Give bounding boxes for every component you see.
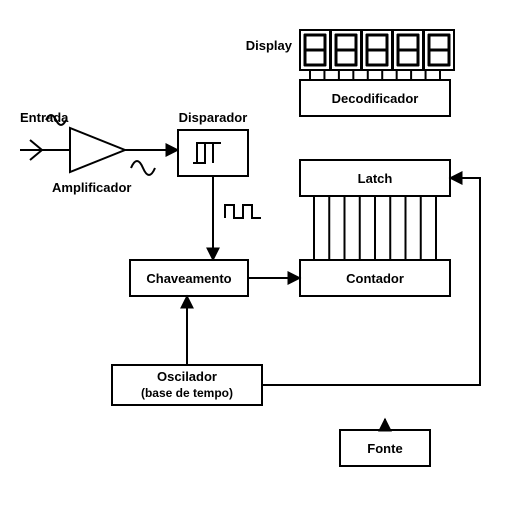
amp-out-wave xyxy=(131,161,155,175)
block-diagram: Display Decodificador Entrada Amplificador D… xyxy=(0,0,520,505)
switching-label: Chaveamento xyxy=(146,271,231,286)
latch-label: Latch xyxy=(358,171,393,186)
input-label: Entrada xyxy=(20,110,69,125)
trigger-label: Disparador xyxy=(179,110,248,125)
decoder-label: Decodificador xyxy=(332,91,419,106)
display-label: Display xyxy=(246,38,293,53)
counter-label: Contador xyxy=(346,271,404,286)
oscillator-label-1: Oscilador xyxy=(157,369,217,384)
amplifier-symbol xyxy=(70,128,125,172)
pulse-wave xyxy=(225,205,261,218)
supply-label: Fonte xyxy=(367,441,402,456)
oscillator-label-2: (base de tempo) xyxy=(141,386,233,400)
amplifier-label: Amplificador xyxy=(52,180,131,195)
